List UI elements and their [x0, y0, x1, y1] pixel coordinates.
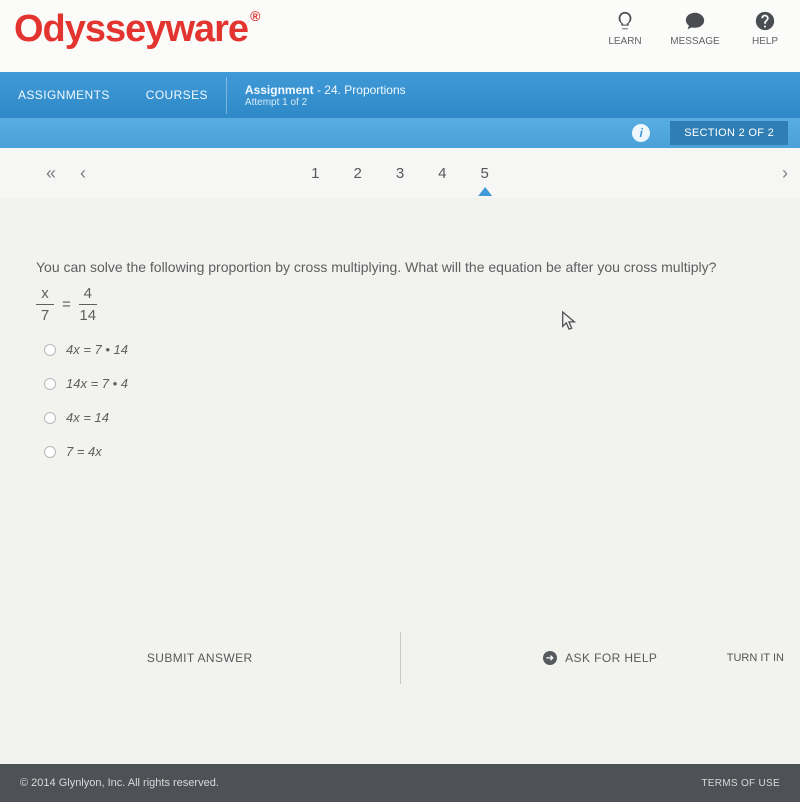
frac-left-den: 7	[41, 308, 49, 323]
help-label: HELP	[752, 36, 778, 47]
answer-options: 4x = 7 • 14 14x = 7 • 4 4x = 14 7 = 4x	[44, 341, 766, 462]
terms-of-use-link[interactable]: TERMS OF USE	[701, 778, 780, 789]
pager-next-icon[interactable]: ›	[782, 163, 788, 184]
brand-reg-mark: ®	[250, 8, 259, 24]
pager-q5[interactable]: 5	[481, 165, 489, 182]
turn-it-in-button[interactable]: TURN IT IN	[727, 652, 784, 664]
lightbulb-icon	[614, 10, 636, 32]
pager-q4[interactable]: 4	[438, 165, 446, 182]
info-icon[interactable]: i	[632, 124, 650, 142]
assignment-label: Assignment	[245, 83, 314, 97]
option-1-label: 4x = 7 • 14	[66, 341, 128, 359]
option-1[interactable]: 4x = 7 • 14	[44, 341, 766, 359]
nav-assignments[interactable]: ASSIGNMENTS	[0, 72, 128, 118]
assignment-header: Assignment - 24. Proportions Attempt 1 o…	[226, 77, 424, 114]
question-prompt: You can solve the following proportion b…	[36, 258, 766, 278]
app-root: Odysseyware® LEARN MESSAGE HELP ASSIGNME…	[0, 0, 800, 802]
pager-q1[interactable]: 1	[311, 165, 319, 182]
option-4[interactable]: 7 = 4x	[44, 443, 766, 461]
radio-icon[interactable]	[44, 446, 56, 458]
top-icon-group: LEARN MESSAGE HELP	[590, 0, 800, 47]
option-2[interactable]: 14x = 7 • 4	[44, 375, 766, 393]
speech-bubble-icon	[684, 10, 706, 32]
pager-prev-icon[interactable]: ‹	[68, 163, 98, 184]
message-label: MESSAGE	[670, 36, 719, 47]
attempt-line: Attempt 1 of 2	[245, 97, 406, 108]
frac-right-den: 14	[79, 308, 96, 323]
pager-numbers: 1 2 3 4 5	[311, 165, 489, 182]
learn-button[interactable]: LEARN	[590, 10, 660, 47]
radio-icon[interactable]	[44, 344, 56, 356]
section-button[interactable]: SECTION 2 OF 2	[670, 121, 788, 145]
radio-icon[interactable]	[44, 378, 56, 390]
sub-nav: i SECTION 2 OF 2	[0, 118, 800, 148]
message-button[interactable]: MESSAGE	[660, 10, 730, 47]
question-area: You can solve the following proportion b…	[0, 198, 800, 461]
frac-right-num: 4	[84, 286, 92, 301]
pager-q3[interactable]: 3	[396, 165, 404, 182]
option-4-label: 7 = 4x	[66, 443, 102, 461]
nav-courses[interactable]: COURSES	[128, 72, 226, 118]
ask-for-help-button[interactable]: ➜ ASK FOR HELP	[543, 651, 657, 665]
option-2-label: 14x = 7 • 4	[66, 375, 128, 393]
frac-bar	[79, 304, 97, 305]
submit-answer-button[interactable]: SUBMIT ANSWER	[147, 651, 253, 665]
pager-q2[interactable]: 2	[353, 165, 361, 182]
arrow-circle-icon: ➜	[543, 651, 557, 665]
proportion-expression: x 7 = 4 14	[36, 286, 766, 323]
frac-bar	[36, 304, 54, 305]
pager-first-icon[interactable]: «	[34, 163, 68, 184]
brand-logo: Odysseyware®	[0, 0, 259, 51]
fraction-right: 4 14	[79, 286, 97, 323]
top-bar: Odysseyware® LEARN MESSAGE HELP	[0, 0, 800, 72]
question-pager: « ‹ 1 2 3 4 5 ›	[0, 148, 800, 198]
assignment-title: - 24. Proportions	[317, 83, 406, 97]
brand-text: Odysseyware	[14, 8, 248, 50]
footer: © 2014 Glynlyon, Inc. All rights reserve…	[0, 764, 800, 802]
learn-label: LEARN	[608, 36, 641, 47]
copyright-text: © 2014 Glynlyon, Inc. All rights reserve…	[20, 777, 219, 789]
help-button[interactable]: HELP	[730, 10, 800, 47]
option-3-label: 4x = 14	[66, 409, 109, 427]
radio-icon[interactable]	[44, 412, 56, 424]
help-icon	[754, 10, 776, 32]
fraction-left: x 7	[36, 286, 54, 323]
primary-nav: ASSIGNMENTS COURSES Assignment - 24. Pro…	[0, 72, 800, 118]
action-bar: SUBMIT ANSWER ➜ ASK FOR HELP TURN IT IN	[0, 626, 800, 690]
ask-label: ASK FOR HELP	[565, 651, 657, 665]
equals-sign: =	[62, 294, 71, 315]
option-3[interactable]: 4x = 14	[44, 409, 766, 427]
frac-left-num: x	[41, 286, 49, 301]
